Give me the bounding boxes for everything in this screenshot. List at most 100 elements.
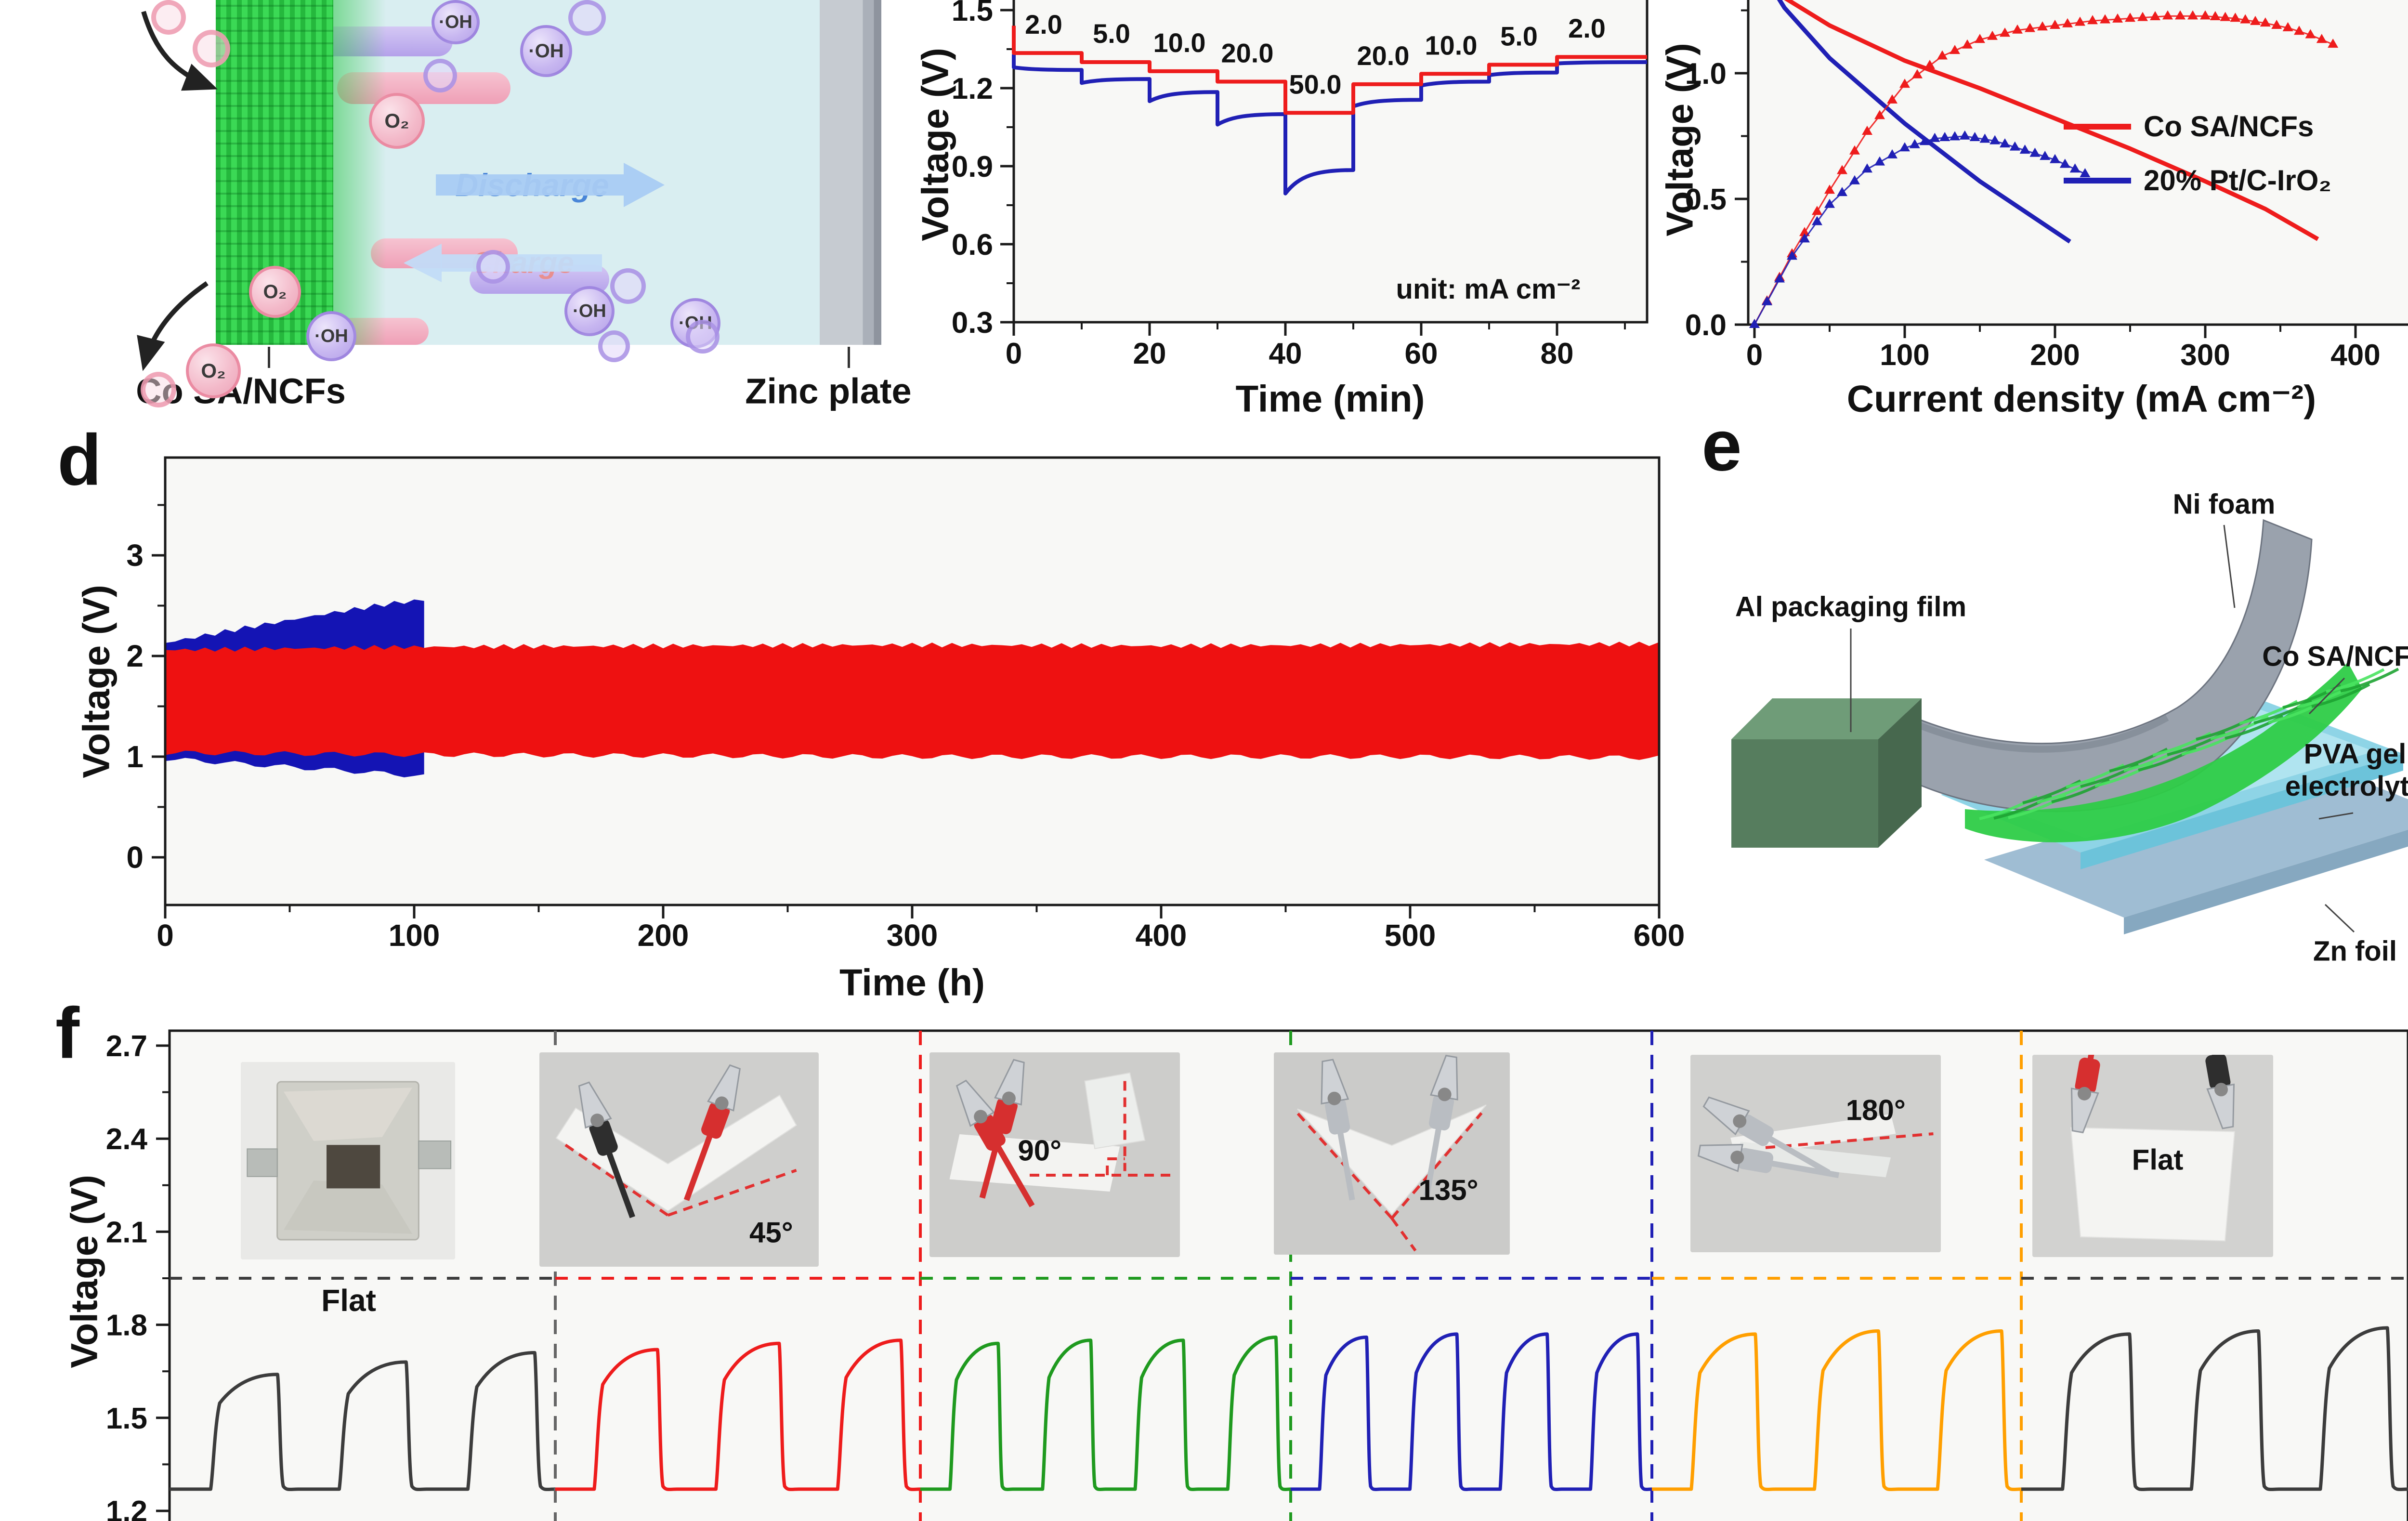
legend-chip-red xyxy=(2064,123,2131,130)
anode-label: Zinc plate xyxy=(745,371,912,411)
panel-f-ylabel: Voltage (V) xyxy=(63,1175,105,1368)
svg-text:0.0: 0.0 xyxy=(1685,309,1727,342)
panel-d-letter: d xyxy=(57,419,102,500)
svg-text:5.0: 5.0 xyxy=(1093,18,1130,49)
pva-gel-label: PVA gel electrolyte xyxy=(2285,738,2408,802)
panel-d-xlabel: Time (h) xyxy=(839,961,985,1004)
panel-b-xlabel: Time (min) xyxy=(1235,377,1425,420)
angle-label-180: 180° xyxy=(1845,1094,1906,1127)
svg-text:20.0: 20.0 xyxy=(1221,38,1274,68)
panel-e-canvas xyxy=(1731,519,2408,934)
svg-text:0.3: 0.3 xyxy=(952,306,993,340)
svg-text:2: 2 xyxy=(126,639,144,673)
o2-in-arrow xyxy=(141,11,218,91)
svg-text:0: 0 xyxy=(1006,337,1022,370)
angle-label-135: 135° xyxy=(1418,1174,1479,1206)
panel-a-arrows xyxy=(137,11,665,371)
panel-c-xlabel: Current density (mA cm⁻²) xyxy=(1846,377,2316,420)
svg-text:0.5: 0.5 xyxy=(1685,183,1727,216)
legend-chip-blue xyxy=(2064,177,2131,184)
svg-text:3: 3 xyxy=(126,538,144,573)
panel-e-flexible-battery-schematic: e Al packaging film Ni foam Co SA/NCFs P… xyxy=(1701,405,2408,978)
svg-text:1.5: 1.5 xyxy=(952,0,993,27)
oh-ring xyxy=(598,330,630,362)
zinc-plate-shape xyxy=(820,0,881,345)
svg-text:50.0: 50.0 xyxy=(1289,69,1342,99)
svg-text:2.1: 2.1 xyxy=(106,1216,147,1249)
svg-text:1: 1 xyxy=(126,739,144,774)
o2-ring xyxy=(193,30,230,67)
svg-text:1.5: 1.5 xyxy=(106,1402,147,1435)
svg-text:1.2: 1.2 xyxy=(952,72,993,105)
svg-text:1.0: 1.0 xyxy=(1685,57,1727,91)
svg-text:80: 80 xyxy=(1541,337,1574,370)
panel-a-battery-schematic: O₂ O₂ O₂ ·OH ·OH ·OH ·OH ·OH Discharge C… xyxy=(0,0,912,419)
svg-text:60: 60 xyxy=(1405,337,1438,370)
photo-bend-135: 135° xyxy=(1274,1052,1510,1255)
svg-text:2.4: 2.4 xyxy=(106,1123,148,1156)
svg-text:0: 0 xyxy=(1746,339,1763,372)
svg-text:0.6: 0.6 xyxy=(952,228,993,262)
discharge-arrow xyxy=(436,163,665,207)
electrode-fade xyxy=(333,0,386,345)
svg-text:100: 100 xyxy=(1880,339,1929,372)
legend-row-ptc-iro2: 20% Pt/C-IrO₂ xyxy=(2064,164,2331,197)
zn-foil-label: Zn foil xyxy=(2313,935,2397,967)
svg-text:1.2: 1.2 xyxy=(106,1495,147,1521)
oh-ring xyxy=(686,320,720,354)
photo-flat-final-graphic xyxy=(2032,1055,2273,1257)
photo-bend-180: 180° xyxy=(1690,1055,1941,1252)
o2-ring xyxy=(151,0,186,35)
photo-bend-180-graphic xyxy=(1690,1055,1941,1252)
cathode-leader xyxy=(268,347,270,368)
photo-flat-final: Flat xyxy=(2032,1055,2273,1257)
photo-bend-45: 45° xyxy=(539,1052,819,1267)
oh-ring xyxy=(423,59,457,92)
panel-b-ylabel: Voltage (V) xyxy=(914,48,956,241)
oh-ring xyxy=(610,268,646,304)
panel-f-letter: f xyxy=(55,992,79,1074)
svg-text:300: 300 xyxy=(887,918,938,953)
oh-bubble: ·OH xyxy=(306,311,356,361)
photo-bend-90: 90° xyxy=(929,1052,1180,1257)
panel-d-ylabel: Voltage (V) xyxy=(75,585,118,778)
svg-text:600: 600 xyxy=(1634,918,1685,953)
svg-text:2.0: 2.0 xyxy=(1025,9,1062,39)
legend-label: 20% Pt/C-IrO₂ xyxy=(2144,164,2332,197)
svg-text:200: 200 xyxy=(638,918,689,953)
svg-text:5.0: 5.0 xyxy=(1500,21,1538,51)
svg-text:400: 400 xyxy=(2330,339,2380,372)
photo-bend-45-graphic xyxy=(539,1052,819,1267)
photo-flat-pouch-graphic xyxy=(241,1062,455,1259)
svg-text:1.8: 1.8 xyxy=(106,1309,147,1342)
svg-text:10.0: 10.0 xyxy=(1153,27,1206,58)
svg-text:100: 100 xyxy=(389,918,440,953)
svg-text:20.0: 20.0 xyxy=(1357,40,1410,71)
oh-bubble: ·OH xyxy=(432,0,480,44)
svg-text:2.7: 2.7 xyxy=(106,1030,147,1063)
o2-out-arrow xyxy=(137,281,209,371)
oh-ring xyxy=(568,0,606,36)
panel-e-letter: e xyxy=(1701,405,1742,486)
svg-text:0.9: 0.9 xyxy=(952,150,993,184)
legend-row-co-sancfs: Co SA/NCFs xyxy=(2064,110,2314,143)
svg-text:10.0: 10.0 xyxy=(1425,30,1478,60)
svg-text:0: 0 xyxy=(126,840,144,875)
svg-text:400: 400 xyxy=(1136,918,1187,953)
charge-arrow xyxy=(404,244,602,282)
oh-bubble: ·OH xyxy=(520,25,572,77)
o2-bubble: O₂ xyxy=(369,93,425,149)
flat-label-final: Flat xyxy=(2132,1143,2184,1176)
photo-flat-caption: Flat xyxy=(321,1283,376,1318)
co-sancfs-label: Co SA/NCFs xyxy=(2262,641,2408,672)
photo-bend-135-graphic xyxy=(1274,1052,1510,1255)
panel-b-unit-annotation: unit: mA cm⁻² xyxy=(1396,274,1581,305)
panel-c-ylabel-left: Voltage (V) xyxy=(1658,43,1701,236)
angle-label-45: 45° xyxy=(749,1216,793,1249)
oh-ring xyxy=(476,250,510,284)
chart-b: 0 20 40 60 80 0.3 0.6 0.9 1.2 1.5 2.0 5.0 10.0 20.0 50… xyxy=(952,0,1649,370)
anode-leader xyxy=(848,347,850,368)
photo-bend-90-graphic xyxy=(929,1052,1180,1257)
